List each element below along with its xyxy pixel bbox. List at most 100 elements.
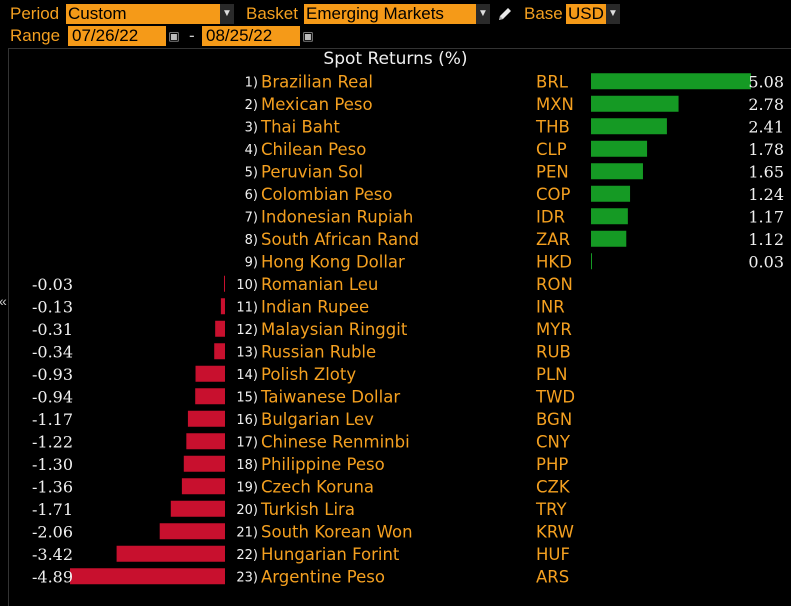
value-label: 0.03 bbox=[748, 252, 784, 271]
value-label: 2.78 bbox=[748, 95, 784, 114]
currency-code-label: IDR bbox=[536, 207, 565, 226]
currency-name-label: Chinese Renminbi bbox=[261, 432, 410, 451]
currency-name-label: South Korean Won bbox=[261, 522, 413, 541]
currency-name-label: Colombian Peso bbox=[261, 185, 392, 204]
basket-label: Basket bbox=[246, 4, 298, 23]
value-label: -0.03 bbox=[32, 275, 73, 294]
currency-code-label: BGN bbox=[536, 410, 572, 429]
currency-code-label: MXN bbox=[536, 95, 574, 114]
rank-label: 9) bbox=[245, 255, 258, 270]
currency-code-label: ZAR bbox=[536, 230, 570, 249]
negative-bar bbox=[224, 275, 225, 292]
currency-name-label: Chilean Peso bbox=[261, 140, 366, 159]
value-label: -0.93 bbox=[32, 365, 73, 384]
rank-label: 17) bbox=[236, 435, 258, 450]
currency-name-label: Thai Baht bbox=[260, 117, 340, 136]
rank-label: 20) bbox=[236, 503, 258, 518]
value-label: 1.65 bbox=[748, 162, 784, 181]
currency-code-label: RON bbox=[536, 275, 573, 294]
toolbar: Period Custom ▼ Basket Emerging Markets … bbox=[0, 0, 791, 50]
rank-label: 13) bbox=[236, 345, 258, 360]
currency-name-label: Turkish Lira bbox=[260, 500, 355, 519]
currency-code-label: PHP bbox=[536, 455, 568, 474]
currency-name-label: Romanian Leu bbox=[261, 275, 378, 294]
value-label: -2.06 bbox=[32, 522, 73, 541]
rank-label: 8) bbox=[245, 233, 258, 248]
calendar-start-icon[interactable]: ▣ bbox=[168, 29, 180, 43]
negative-bar bbox=[220, 298, 225, 315]
positive-bar bbox=[591, 95, 679, 112]
currency-name-label: Bulgarian Lev bbox=[261, 410, 374, 429]
negative-bar bbox=[116, 545, 225, 562]
negative-bar bbox=[170, 500, 225, 517]
currency-code-label: PLN bbox=[536, 365, 568, 384]
base-currency-select[interactable]: USD bbox=[566, 4, 606, 24]
negative-bar bbox=[214, 343, 225, 360]
period-dropdown-icon[interactable]: ▼ bbox=[220, 4, 234, 24]
rank-label: 5) bbox=[245, 165, 258, 180]
value-label: -1.30 bbox=[32, 455, 73, 474]
rank-label: 10) bbox=[236, 278, 258, 293]
currency-name-label: Indonesian Rupiah bbox=[261, 207, 413, 226]
basket-dropdown-icon[interactable]: ▼ bbox=[476, 4, 490, 24]
period-select[interactable]: Custom bbox=[66, 4, 220, 24]
currency-code-label: MYR bbox=[536, 320, 572, 339]
positive-bar bbox=[591, 208, 628, 225]
value-label: 5.08 bbox=[748, 72, 784, 91]
currency-code-label: BRL bbox=[536, 72, 569, 91]
value-label: -3.42 bbox=[32, 545, 73, 564]
currency-name-label: South African Rand bbox=[261, 230, 419, 249]
positive-bar bbox=[591, 185, 631, 202]
rank-label: 21) bbox=[236, 525, 258, 540]
currency-code-label: CNY bbox=[536, 432, 571, 451]
currency-code-label: KRW bbox=[536, 522, 574, 541]
negative-bar bbox=[187, 410, 225, 427]
negative-bar bbox=[183, 455, 225, 472]
rank-label: 12) bbox=[236, 323, 258, 338]
negative-bar bbox=[186, 433, 225, 450]
value-label: 1.24 bbox=[748, 185, 784, 204]
value-label: 2.41 bbox=[748, 117, 784, 136]
positive-bar bbox=[591, 230, 627, 247]
chart-title: Spot Returns (%) bbox=[323, 49, 468, 69]
currency-code-label: RUB bbox=[536, 342, 571, 361]
currency-name-label: Polish Zloty bbox=[261, 365, 356, 384]
currency-name-label: Brazilian Real bbox=[261, 72, 373, 91]
rank-label: 3) bbox=[245, 120, 258, 135]
negative-bar bbox=[195, 365, 225, 382]
value-label: -1.36 bbox=[32, 477, 73, 496]
rank-label: 11) bbox=[236, 300, 258, 315]
value-label: -1.22 bbox=[32, 432, 73, 451]
currency-code-label: COP bbox=[536, 185, 571, 204]
calendar-end-icon[interactable]: ▣ bbox=[302, 29, 314, 43]
rank-label: 7) bbox=[245, 210, 258, 225]
rank-label: 2) bbox=[245, 98, 258, 113]
currency-code-label: CZK bbox=[536, 477, 571, 496]
currency-name-label: Russian Ruble bbox=[261, 342, 376, 361]
basket-select[interactable]: Emerging Markets bbox=[304, 4, 476, 24]
collapse-arrow-icon[interactable]: « bbox=[0, 293, 7, 309]
negative-bar bbox=[181, 478, 225, 495]
value-label: 1.12 bbox=[748, 230, 784, 249]
currency-code-label: HUF bbox=[536, 545, 570, 564]
range-end-date[interactable]: 08/25/22 bbox=[202, 26, 300, 46]
rank-label: 16) bbox=[236, 413, 258, 428]
negative-bar bbox=[195, 388, 225, 405]
value-label: -1.71 bbox=[32, 500, 73, 519]
currency-code-label: HKD bbox=[536, 252, 572, 271]
rank-label: 14) bbox=[236, 368, 258, 383]
value-label: -0.31 bbox=[32, 320, 73, 339]
range-start-date[interactable]: 07/26/22 bbox=[68, 26, 166, 46]
rank-label: 6) bbox=[245, 188, 258, 203]
positive-bar bbox=[591, 118, 667, 135]
currency-name-label: Taiwanese Dollar bbox=[260, 387, 400, 406]
currency-code-label: PEN bbox=[536, 162, 569, 181]
value-label: 1.78 bbox=[748, 140, 784, 159]
currency-name-label: Philippine Peso bbox=[261, 455, 385, 474]
period-label: Period bbox=[10, 4, 60, 23]
currency-name-label: Indian Rupee bbox=[261, 297, 369, 316]
value-label: -0.13 bbox=[32, 297, 73, 316]
base-label: Base bbox=[524, 4, 563, 23]
base-dropdown-icon[interactable]: ▼ bbox=[606, 4, 620, 24]
edit-pencil-icon[interactable] bbox=[496, 4, 514, 24]
